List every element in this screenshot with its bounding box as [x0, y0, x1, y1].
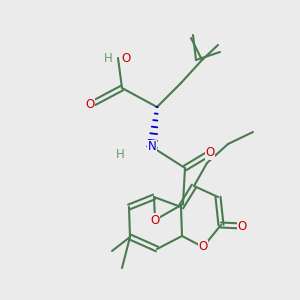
- Text: O: O: [206, 146, 214, 160]
- Text: O: O: [150, 214, 160, 226]
- Text: H: H: [116, 148, 124, 160]
- Text: O: O: [85, 98, 94, 112]
- Text: O: O: [122, 52, 130, 64]
- Text: H: H: [103, 52, 112, 64]
- Text: O: O: [237, 220, 247, 232]
- Text: N: N: [148, 140, 156, 154]
- Text: O: O: [198, 241, 208, 254]
